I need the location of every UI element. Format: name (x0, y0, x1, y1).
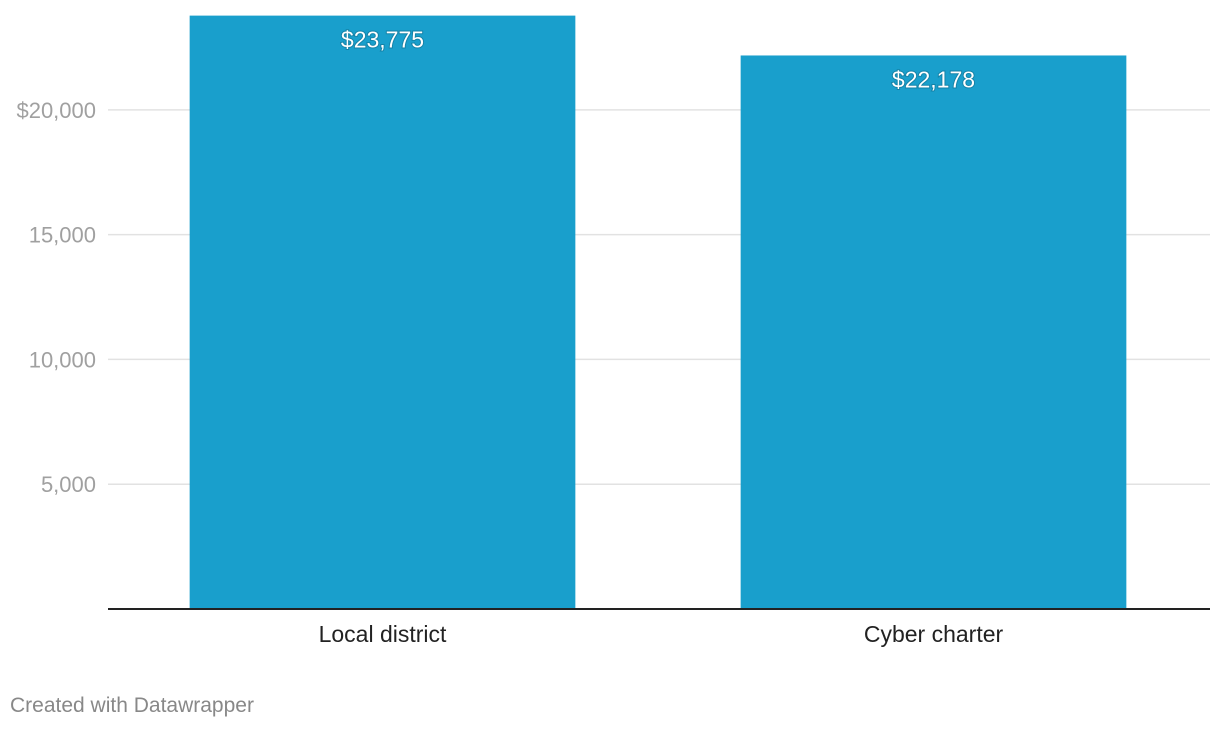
x-category-label: Cyber charter (864, 621, 1004, 647)
x-axis-labels: Local district Cyber charter (319, 621, 1004, 647)
y-tick-label: 10,000 (29, 347, 96, 372)
value-labels: $23,775 $22,178 (340, 26, 976, 94)
bar-local-district (189, 15, 576, 610)
y-tick-label: $20,000 (16, 98, 96, 123)
bar-cyber-charter (740, 55, 1127, 610)
y-axis-ticks: 5,000 10,000 15,000 $20,000 (16, 98, 96, 497)
bar-value-label: $22,178 (892, 66, 975, 92)
bar-value-label: $23,775 (341, 27, 424, 53)
bars (189, 15, 1127, 610)
y-tick-label: 5,000 (41, 472, 96, 497)
x-category-label: Local district (319, 621, 447, 647)
credit-text: Created with Datawrapper (10, 694, 254, 717)
y-tick-label: 15,000 (29, 223, 96, 248)
